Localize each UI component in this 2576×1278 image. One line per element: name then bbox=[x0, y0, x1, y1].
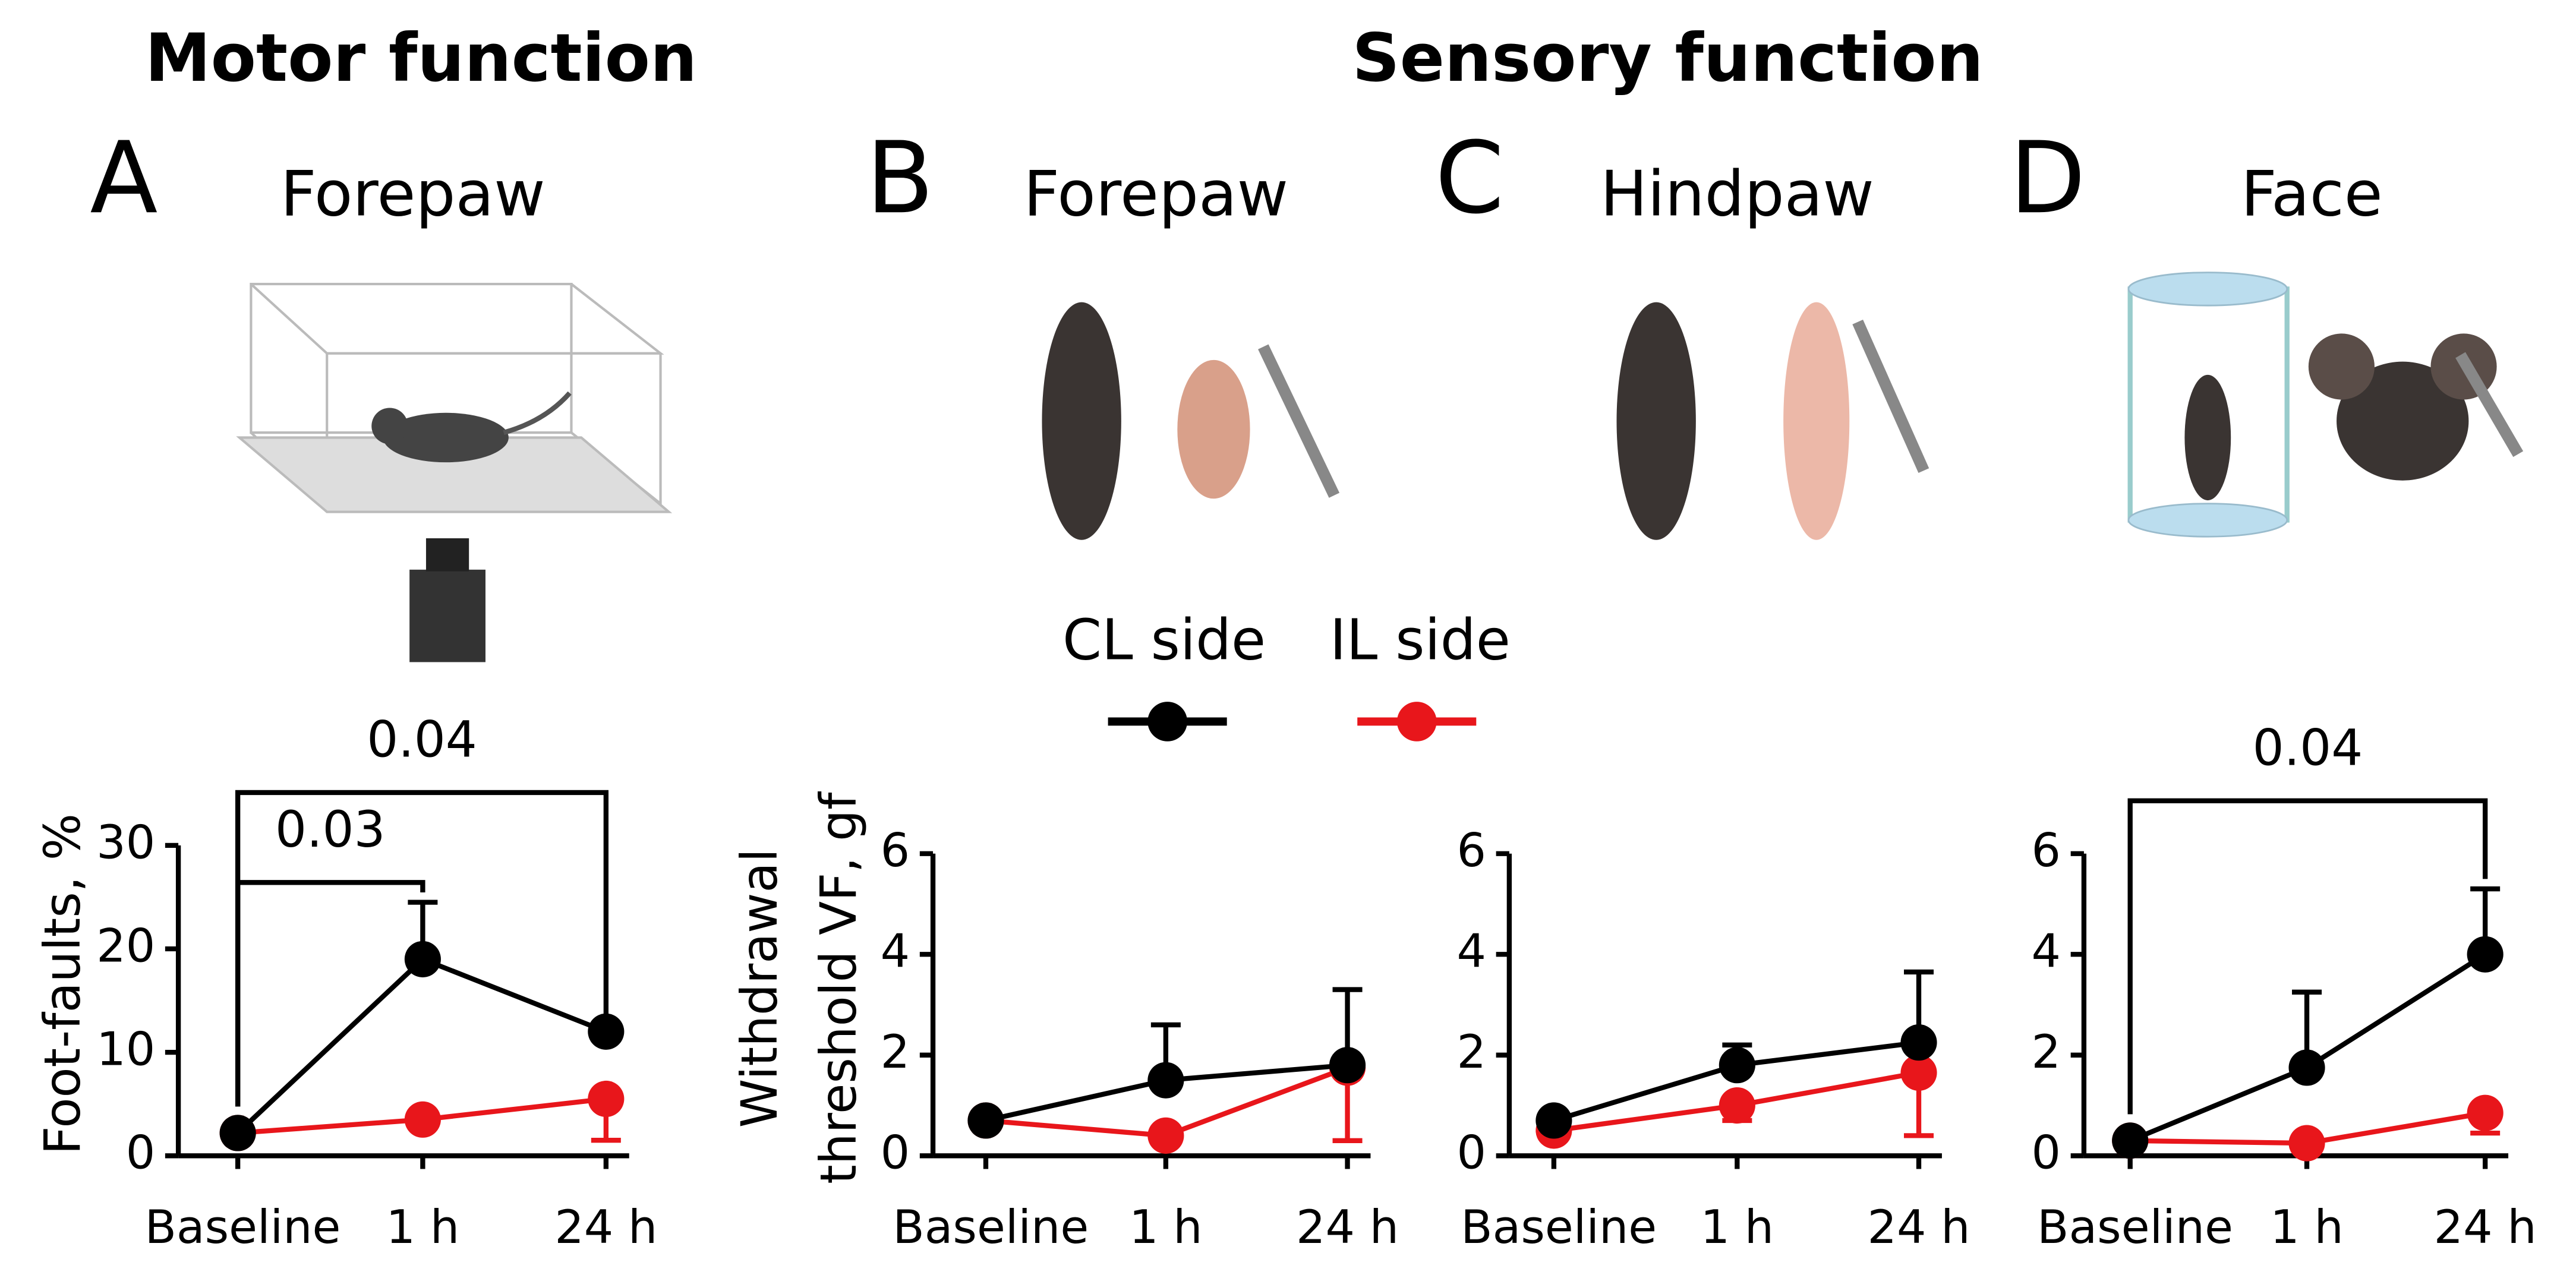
y-tick-label: 6 bbox=[881, 824, 910, 878]
data-point bbox=[2467, 1094, 2504, 1131]
data-point bbox=[1719, 1087, 1755, 1124]
legend-label: IL side bbox=[1330, 608, 1511, 673]
x-tick-label: 24 h bbox=[554, 1201, 657, 1254]
x-tick-label: 1 h bbox=[1701, 1201, 1774, 1254]
significance-label: 0.03 bbox=[275, 801, 386, 859]
x-tick-label: 1 h bbox=[386, 1201, 460, 1254]
y-tick-label: 2 bbox=[881, 1025, 910, 1079]
data-point bbox=[1535, 1102, 1572, 1139]
y-tick-label: 4 bbox=[881, 925, 910, 979]
panel-title: Forepaw bbox=[280, 157, 546, 230]
data-point bbox=[219, 1115, 256, 1151]
y-axis-label: threshold VF, gf bbox=[810, 791, 868, 1184]
y-axis-label: Withdrawal bbox=[731, 848, 789, 1128]
x-tick-label: 1 h bbox=[1129, 1201, 1203, 1254]
y-tick-label: 4 bbox=[2032, 925, 2061, 979]
data-point bbox=[1329, 1047, 1366, 1084]
data-point bbox=[404, 941, 441, 977]
data-point bbox=[588, 1080, 625, 1118]
data-point bbox=[1900, 1024, 1937, 1061]
x-tick-label: Baseline bbox=[145, 1201, 341, 1254]
x-tick-label: 24 h bbox=[1296, 1201, 1399, 1254]
legend-marker bbox=[1147, 702, 1187, 741]
x-tick-label: Baseline bbox=[2037, 1201, 2233, 1254]
y-tick-label: 2 bbox=[2032, 1025, 2061, 1079]
x-tick-label: Baseline bbox=[893, 1201, 1089, 1254]
data-point bbox=[2467, 936, 2504, 973]
data-point bbox=[2288, 1049, 2325, 1086]
section-title: Sensory function bbox=[1352, 20, 1984, 97]
y-tick-label: 0 bbox=[1456, 1126, 1486, 1180]
panel-letter: C bbox=[1435, 121, 1504, 236]
data-point bbox=[588, 1013, 625, 1050]
y-tick-label: 0 bbox=[881, 1126, 910, 1180]
data-point bbox=[967, 1102, 1004, 1139]
y-tick-label: 6 bbox=[2032, 824, 2061, 878]
illustration-mouse bbox=[1042, 272, 2524, 540]
y-tick-label: 0 bbox=[2032, 1126, 2061, 1180]
x-tick-label: 24 h bbox=[1868, 1201, 1970, 1254]
panel-title: Hindpaw bbox=[1600, 157, 1874, 230]
y-tick-label: 6 bbox=[1456, 824, 1486, 878]
data-point bbox=[1147, 1062, 1184, 1099]
panel-letter: B bbox=[866, 121, 934, 236]
legend-marker bbox=[1396, 702, 1437, 741]
data-point bbox=[404, 1101, 441, 1138]
data-point bbox=[2288, 1125, 2325, 1162]
x-tick-label: Baseline bbox=[1461, 1201, 1657, 1254]
significance-bracket bbox=[235, 880, 425, 1107]
data-point bbox=[1900, 1054, 1937, 1091]
illustration-grid-box bbox=[236, 282, 673, 662]
data-point bbox=[2112, 1122, 2149, 1159]
panel-title: Forepaw bbox=[1023, 157, 1288, 230]
data-point bbox=[1147, 1117, 1184, 1154]
x-tick-label: 1 h bbox=[2270, 1201, 2344, 1254]
data-point bbox=[1719, 1047, 1755, 1084]
panel-letter: D bbox=[2010, 121, 2086, 236]
y-tick-label: 4 bbox=[1456, 925, 1486, 979]
y-axis-label: Foot-faults, % bbox=[34, 813, 92, 1154]
panel-letter: A bbox=[90, 121, 157, 236]
y-tick-label: 2 bbox=[1456, 1025, 1486, 1079]
panel-title: Face bbox=[2241, 157, 2383, 230]
significance-label: 0.04 bbox=[367, 711, 477, 769]
y-tick-label: 20 bbox=[96, 919, 155, 973]
significance-bracket bbox=[2127, 798, 2488, 1115]
x-tick-label: 24 h bbox=[2434, 1201, 2537, 1254]
y-tick-label: 30 bbox=[96, 816, 155, 869]
y-tick-label: 0 bbox=[126, 1126, 156, 1180]
significance-bracket bbox=[235, 790, 609, 1107]
section-title: Motor function bbox=[145, 20, 697, 97]
significance-label: 0.04 bbox=[2253, 719, 2363, 777]
y-tick-label: 10 bbox=[96, 1023, 155, 1077]
legend-label: CL side bbox=[1062, 608, 1266, 673]
